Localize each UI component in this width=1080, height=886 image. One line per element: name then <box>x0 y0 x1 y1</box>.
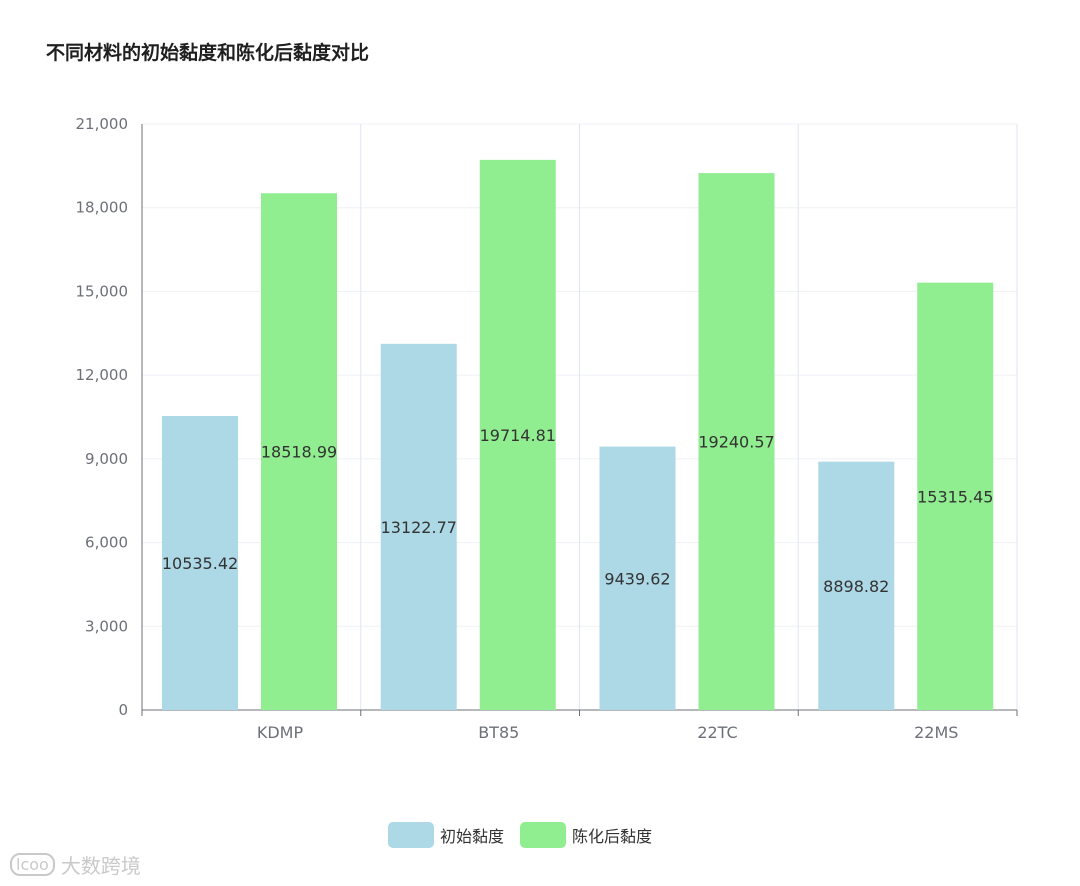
bar-data-label: 18518.99 <box>261 443 337 462</box>
y-tick-label: 12,000 <box>76 366 129 384</box>
bar-data-label: 19240.57 <box>698 433 774 452</box>
y-tick-label: 0 <box>118 701 128 719</box>
y-tick-label: 21,000 <box>76 115 129 133</box>
bar[interactable] <box>917 282 994 710</box>
legend-swatch-aged <box>520 822 567 848</box>
bars <box>162 159 994 710</box>
data-labels: 10535.42 18518.99 13122.77 19714.81 9439.62 1… <box>162 426 994 596</box>
legend-label-initial: 初始黏度 <box>440 827 505 846</box>
bar[interactable] <box>818 461 895 710</box>
y-tick-label: 15,000 <box>76 282 129 300</box>
bar-data-label: 15315.45 <box>917 487 993 506</box>
legend-label-aged: 陈化后黏度 <box>572 827 653 846</box>
watermark: lcoo 大数跨境 <box>10 850 141 879</box>
y-tick-label: 3,000 <box>85 617 128 635</box>
axes: 0 3,000 6,000 9,000 12,000 15,000 18,000 21,000… <box>76 115 1018 742</box>
watermark-text: 大数跨境 <box>60 854 141 878</box>
bar-data-label: 13122.77 <box>381 518 457 537</box>
bar-data-label: 9439.62 <box>604 569 670 588</box>
bar[interactable] <box>162 416 238 710</box>
bar[interactable] <box>698 173 775 710</box>
bar[interactable] <box>479 159 556 710</box>
chart-title: 不同材料的初始黏度和陈化后黏度对比 <box>46 42 370 64</box>
legend-item-aged[interactable]: 陈化后黏度 <box>520 822 652 848</box>
x-tick-label: 22MS <box>914 723 958 742</box>
bar-data-label: 10535.42 <box>162 554 238 573</box>
x-tick-label: 22TC <box>697 723 737 742</box>
bar[interactable] <box>380 343 457 710</box>
bar[interactable] <box>261 193 337 710</box>
bar[interactable] <box>599 446 676 710</box>
x-tick-label: KDMP <box>257 723 304 742</box>
bar-data-label: 8898.82 <box>823 577 889 596</box>
legend-item-initial[interactable]: 初始黏度 <box>388 822 504 848</box>
y-tick-label: 6,000 <box>85 534 128 552</box>
legend: 初始黏度 陈化后黏度 <box>388 822 652 848</box>
y-tick-label: 18,000 <box>76 199 129 217</box>
x-tick-label: BT85 <box>478 723 519 742</box>
legend-swatch-initial <box>388 822 434 848</box>
bar-data-label: 19714.81 <box>480 426 556 445</box>
watermark-logo: lcoo <box>10 853 55 876</box>
y-tick-label: 9,000 <box>85 450 128 468</box>
grid-lines <box>142 123 1018 710</box>
